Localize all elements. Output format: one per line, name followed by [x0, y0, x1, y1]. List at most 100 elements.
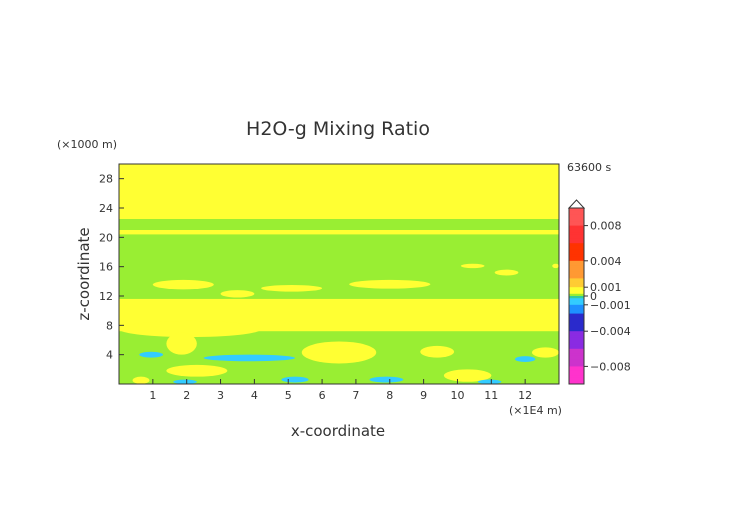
contour-region: [166, 364, 228, 377]
contour-region: [443, 369, 492, 382]
colorbar-band: [569, 247, 584, 251]
colorbar-band: [569, 348, 584, 352]
colorbar-band: [569, 260, 584, 264]
colorbar-band: [569, 263, 584, 266]
colorbar-tick-label: 0: [590, 290, 597, 303]
colorbar-band: [569, 302, 584, 306]
colorbar-band: [569, 315, 584, 319]
colorbar-band: [569, 274, 584, 277]
colorbar-band: [569, 366, 584, 370]
colorbar-tick-label: 0.001: [590, 281, 622, 294]
colorbar-band: [569, 230, 584, 233]
colorbar-band: [569, 351, 584, 354]
x-axis-ticks: 1 2 3 4 5 6 7 8 9 10 11 12: [149, 379, 532, 402]
contour-field: [119, 164, 559, 385]
contour-region: [531, 347, 559, 358]
x-unit-label: (×1E4 m): [509, 404, 562, 417]
contour-region: [477, 379, 502, 384]
contour-region: [166, 332, 197, 355]
colorbar-tick-label: 0.008: [590, 220, 622, 233]
colorbar-band: [569, 344, 584, 348]
colorbar-band: [569, 223, 584, 227]
contour-region: [139, 351, 163, 358]
colorbar-band: [569, 331, 584, 334]
x-tick-label: 4: [251, 389, 258, 402]
colorbar-band: [569, 368, 584, 372]
colorbar-band: [569, 370, 584, 374]
colorbar-band: [569, 293, 584, 297]
colorbar-band: [569, 276, 584, 279]
contour-region: [119, 230, 559, 235]
contour-region: [203, 354, 295, 362]
colorbar-band: [569, 219, 584, 222]
x-tick-label: 12: [518, 389, 532, 402]
x-tick-label: 10: [450, 389, 464, 402]
contour-region: [515, 356, 536, 363]
y-tick-label: 24: [99, 202, 113, 215]
contour-region: [152, 279, 214, 290]
colorbar-extend-arrow: [567, 199, 586, 209]
x-tick-label: 9: [420, 389, 427, 402]
colorbar-band: [569, 326, 584, 330]
contour-region: [119, 320, 262, 338]
contour-region: [420, 345, 455, 358]
colorbar-band: [569, 225, 584, 229]
colorbar-tick-label: −0.001: [590, 299, 631, 312]
colorbar-band: [569, 318, 584, 321]
colorbar-band: [569, 221, 584, 224]
colorbar-band: [569, 357, 584, 361]
colorbar-band: [569, 329, 584, 332]
colorbar-band: [569, 271, 584, 275]
y-unit-label: (×1000 m): [57, 138, 117, 151]
colorbar-band: [569, 320, 584, 323]
colorbar-band: [569, 216, 584, 220]
contour-region: [349, 279, 431, 289]
colorbar-band: [569, 282, 584, 286]
colorbar-band: [569, 340, 584, 343]
colorbar-band: [569, 337, 584, 341]
colorbar-band: [569, 212, 584, 216]
y-tick-label: 16: [99, 261, 113, 274]
colorbar-band: [569, 322, 584, 326]
colorbar-band: [569, 243, 584, 246]
contour-region: [552, 263, 559, 269]
y-axis-label: z-coordinate: [75, 227, 93, 320]
contour-region: [460, 263, 485, 269]
contour-region: [220, 290, 255, 298]
colorbar-band: [569, 311, 584, 315]
y-tick-label: 4: [106, 349, 113, 362]
colorbar-band: [569, 359, 584, 363]
colorbar-band: [569, 256, 584, 260]
contour-region: [281, 376, 309, 383]
x-tick-label: 5: [285, 389, 292, 402]
colorbar-band: [569, 245, 584, 249]
x-tick-label: 8: [386, 389, 393, 402]
colorbar-band: [569, 381, 584, 385]
y-tick-label: 28: [99, 173, 113, 186]
colorbar-band: [569, 379, 584, 383]
contour-region: [369, 376, 404, 383]
x-tick-label: 7: [352, 389, 359, 402]
colorbar-band: [569, 342, 584, 345]
colorbar-band: [569, 373, 584, 376]
x-axis-label: x-coordinate: [291, 422, 385, 440]
time-label: 63600 s: [567, 161, 611, 174]
x-tick-label: 1: [149, 389, 156, 402]
colorbar-tick-label: 0.004: [590, 255, 622, 268]
colorbar-band: [569, 208, 584, 211]
colorbar-band: [569, 265, 584, 268]
colorbar-band: [569, 249, 584, 253]
colorbar-band: [569, 353, 584, 356]
contour-region: [132, 376, 150, 385]
colorbar-band: [569, 236, 584, 240]
contour-region: [261, 285, 323, 292]
colorbar-band: [569, 375, 584, 378]
colorbar-band: [569, 346, 584, 350]
colorbar-band: [569, 362, 584, 365]
colorbar-band: [569, 269, 584, 273]
colorbar-band: [569, 278, 584, 282]
colorbar-band: [569, 267, 584, 271]
colorbar-band: [569, 333, 584, 337]
colorbar-band: [569, 324, 584, 328]
